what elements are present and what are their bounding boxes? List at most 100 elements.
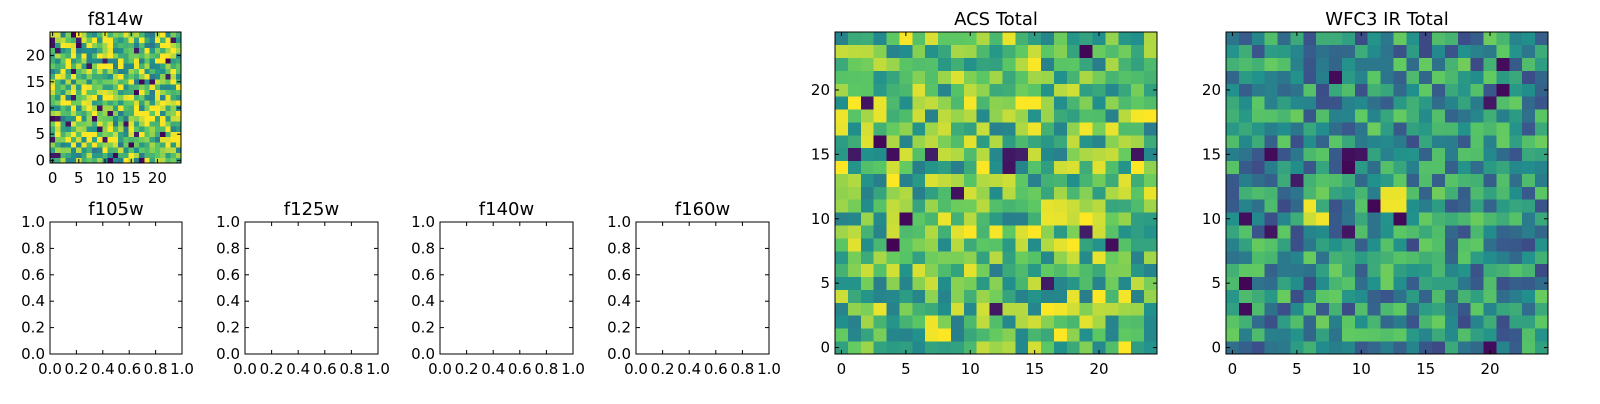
heatmap-cell (1444, 70, 1459, 84)
heatmap-cell (102, 68, 108, 75)
heatmap-cell (886, 328, 900, 342)
heatmap-cell (1535, 289, 1549, 303)
heatmap-cell (1066, 70, 1081, 84)
heatmap-cell (1144, 250, 1158, 265)
heatmap-cell (1079, 328, 1093, 342)
heatmap-cell (1406, 225, 1420, 239)
heatmap-cell (1316, 70, 1330, 84)
panel-title: WFC3 IR Total (1325, 9, 1448, 30)
heatmap-cell (128, 47, 135, 54)
heatmap-cell (144, 37, 150, 43)
heatmap-cell (1264, 44, 1278, 59)
heatmap-cell (1316, 96, 1330, 110)
heatmap-cell (1079, 109, 1093, 123)
heatmap-cell (1444, 276, 1459, 290)
heatmap-cell (160, 121, 166, 127)
x-tick-label: 0.8 (534, 360, 558, 378)
heatmap-cell (165, 79, 171, 85)
heatmap-cell (1066, 341, 1081, 355)
heatmap-cell (123, 63, 129, 69)
heatmap-cell (55, 115, 61, 122)
heatmap-cell (1144, 276, 1158, 290)
heatmap-cell (149, 121, 156, 127)
heatmap-cell (1354, 109, 1368, 123)
heatmap-cell (963, 238, 977, 252)
x-tick-label: 15 (1416, 360, 1435, 378)
heatmap-cell (1303, 109, 1317, 123)
heatmap-cell (1316, 225, 1330, 239)
heatmap-cell (86, 84, 93, 90)
heatmap-cell (1316, 212, 1330, 226)
heatmap-cell (91, 52, 98, 59)
heatmap-cell (1238, 70, 1253, 84)
heatmap-cell (1251, 122, 1265, 136)
heatmap-cell (1303, 212, 1317, 226)
heatmap-cell (950, 173, 965, 187)
heatmap-cell (938, 199, 952, 213)
heatmap-cell (149, 73, 156, 80)
heatmap-cell (1522, 160, 1536, 174)
heatmap-cell (860, 341, 874, 355)
heatmap-cell (912, 289, 926, 303)
heatmap-cell (835, 238, 849, 252)
heatmap-cell (1053, 341, 1068, 355)
heatmap-cell (1277, 32, 1291, 46)
heatmap-cell (1341, 212, 1356, 226)
heatmap-cell (86, 68, 93, 75)
heatmap-cell (1432, 135, 1446, 149)
heatmap-cell (899, 199, 913, 213)
heatmap-cell (118, 115, 124, 122)
heatmap-cell (950, 122, 965, 136)
heatmap-cells (1226, 32, 1549, 355)
heatmap-cell (1079, 302, 1093, 316)
heatmap-cell (50, 94, 56, 101)
heatmap-cell (1483, 109, 1497, 123)
heatmap-cell (1238, 173, 1253, 187)
heatmap-cell (170, 121, 177, 127)
heatmap-cell (133, 52, 140, 59)
heatmap-cell (1509, 186, 1523, 200)
heatmap-cell (1015, 250, 1029, 265)
heatmap-cell (112, 73, 119, 80)
heatmap-cell (107, 68, 114, 75)
heatmap-cell (938, 160, 952, 174)
heatmap-cell (860, 70, 874, 84)
heatmap-cell (1354, 147, 1368, 162)
heatmap-cell (154, 126, 161, 132)
heatmap-cell (1470, 122, 1484, 136)
heatmap-cell (1131, 263, 1145, 278)
heatmap-cell (102, 37, 108, 43)
heatmap-cell (860, 83, 874, 97)
heatmap-cell (1238, 276, 1253, 290)
heatmap-cell (835, 122, 849, 136)
heatmap-cell (139, 68, 145, 75)
heatmap-cell (938, 32, 952, 46)
heatmap-cell (70, 42, 77, 49)
heatmap-cell (70, 89, 77, 96)
heatmap-cell (175, 63, 182, 69)
heatmap-cell (873, 96, 887, 110)
heatmap-cell (1144, 135, 1158, 149)
heatmap-cell (1066, 302, 1081, 316)
heatmap-cell (1496, 147, 1510, 162)
heatmap-cell (65, 152, 72, 159)
heatmap-cell (60, 147, 67, 153)
heatmap-cell (128, 84, 135, 90)
heatmap-cell (1118, 341, 1132, 355)
heatmap-cell (1367, 135, 1381, 149)
heatmap-cell (97, 147, 103, 153)
heatmap-cell (1483, 276, 1497, 290)
heatmap-cell (1079, 70, 1093, 84)
heatmap-cell (1329, 83, 1343, 97)
heatmap-cell (70, 147, 77, 153)
heatmap-cell (1509, 199, 1523, 213)
heatmap-cell (175, 94, 182, 101)
y-tick-label: 0 (820, 339, 830, 357)
heatmap-cell (860, 289, 874, 303)
heatmap-cell (950, 263, 965, 278)
heatmap-cell (1444, 263, 1459, 278)
heatmap-cell (1380, 32, 1394, 46)
heatmap-cell (1522, 96, 1536, 110)
heatmap-cell (65, 105, 72, 111)
heatmap-cell (144, 121, 150, 127)
